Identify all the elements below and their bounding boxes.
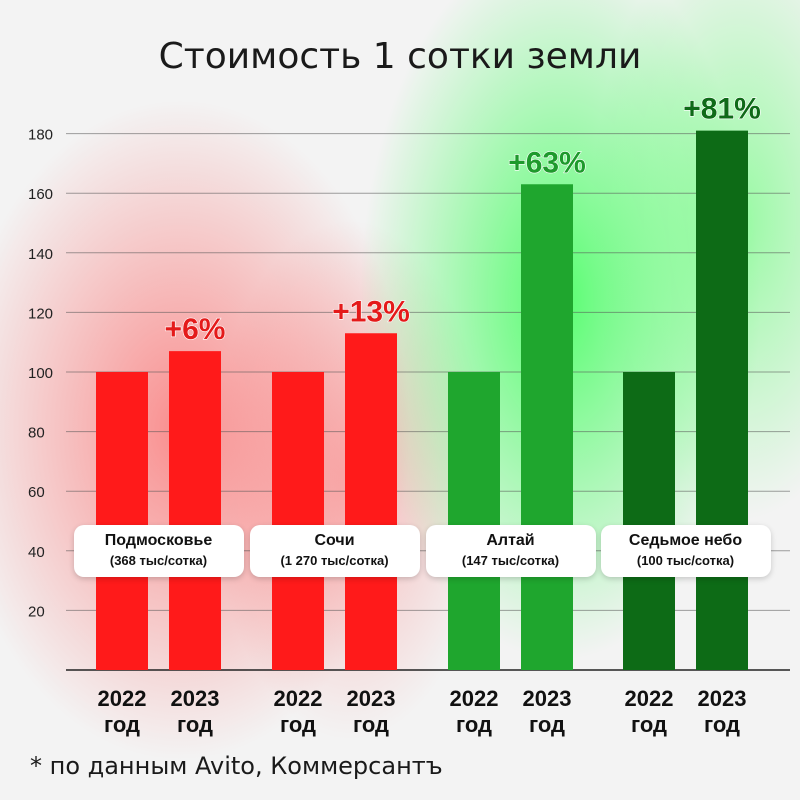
region-pill: Сочи (1 270 тыс/сотка) <box>249 525 420 577</box>
chart-title: Стоимость 1 сотки земли <box>158 36 642 77</box>
region-price: (368 тыс/сотка) <box>109 553 208 568</box>
region-name: Подмосковье <box>104 532 213 549</box>
change-label: +63% <box>508 146 586 179</box>
x-tick-label-year: 2022 <box>625 686 674 711</box>
x-tick-label-unit: год <box>280 712 316 737</box>
x-tick-label-year: 2023 <box>347 686 396 711</box>
y-tick-label: 160 <box>28 186 53 203</box>
region-name: Седьмое небо <box>628 532 743 549</box>
x-tick-label-unit: год <box>456 712 492 737</box>
x-tick-label-year: 2023 <box>698 686 747 711</box>
x-tick-label-unit: год <box>631 712 667 737</box>
x-tick-label-year: 2022 <box>450 686 499 711</box>
region-price: (1 270 тыс/сотка) <box>280 553 389 568</box>
x-tick-label-unit: год <box>177 712 213 737</box>
x-tick-label-year: 2023 <box>523 686 572 711</box>
region-pill: Подмосковье (368 тыс/сотка) <box>73 525 244 577</box>
y-tick-label: 20 <box>28 603 45 620</box>
bar <box>272 372 324 670</box>
y-tick-label: 180 <box>28 127 53 144</box>
region-price: (100 тыс/сотка) <box>636 553 735 568</box>
change-label: +13% <box>332 295 410 328</box>
x-tick-label-year: 2022 <box>98 686 147 711</box>
y-tick-label: 40 <box>28 544 45 561</box>
y-tick-label: 140 <box>28 246 53 263</box>
region-name: Сочи <box>314 532 355 549</box>
x-tick-label-unit: год <box>104 712 140 737</box>
bar <box>345 333 397 670</box>
bar <box>623 372 675 670</box>
y-tick-label: 120 <box>28 305 53 322</box>
bar <box>96 372 148 670</box>
region-name: Алтай <box>486 532 535 549</box>
bar <box>696 130 748 670</box>
y-tick-label: 80 <box>28 425 45 442</box>
bar <box>169 351 221 670</box>
region-price: (147 тыс/сотка) <box>461 553 560 568</box>
source-footnote: * по данным Avito, Коммерсантъ <box>30 752 443 780</box>
x-tick-label-year: 2023 <box>171 686 220 711</box>
bar <box>448 372 500 670</box>
bar <box>521 184 573 670</box>
y-tick-label: 100 <box>28 365 53 382</box>
change-label: +81% <box>683 93 761 126</box>
change-label: +6% <box>165 313 226 346</box>
region-pill: Седьмое небо (100 тыс/сотка) <box>600 525 771 577</box>
x-tick-label-unit: год <box>704 712 740 737</box>
x-tick-label-unit: год <box>353 712 389 737</box>
region-pill: Алтай (147 тыс/сотка) <box>425 525 596 577</box>
x-tick-label-year: 2022 <box>274 686 323 711</box>
x-tick-label-unit: год <box>529 712 565 737</box>
y-tick-label: 60 <box>28 484 45 501</box>
